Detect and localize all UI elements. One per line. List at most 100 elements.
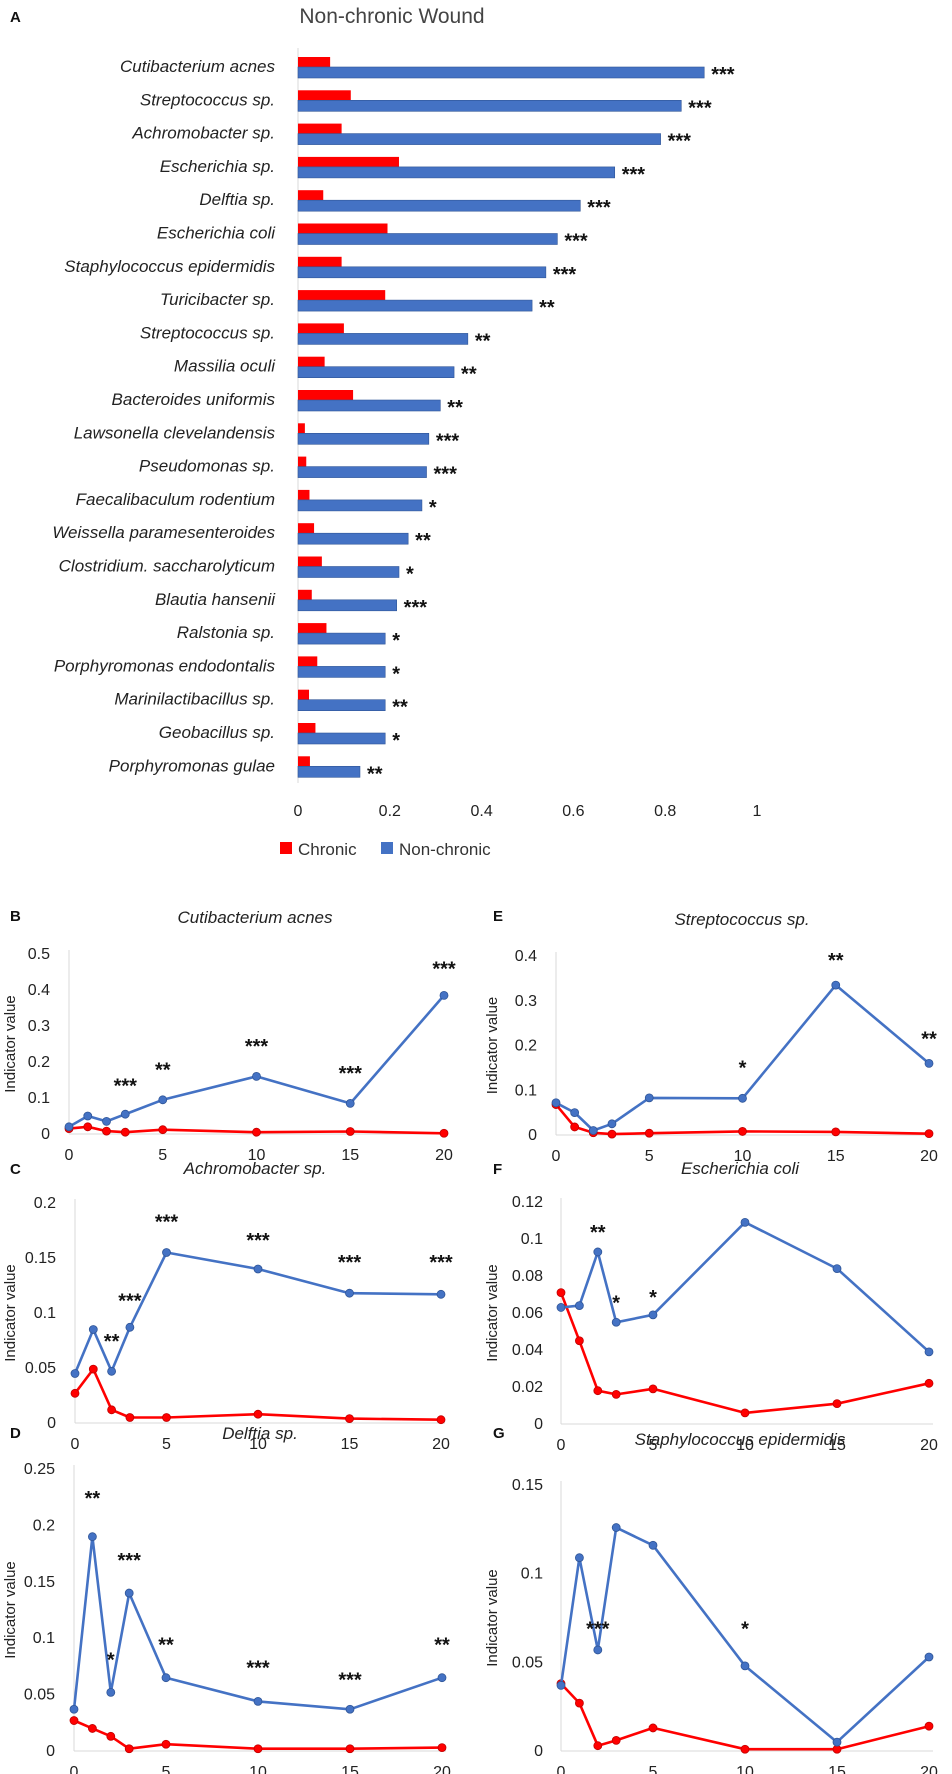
series-line-chronic — [560, 1682, 930, 1751]
y-tick-label: 0.05 — [512, 1654, 543, 1671]
category-label: Staphylococcus epidermidis — [64, 257, 275, 276]
panel-title: Delftia sp. — [222, 1424, 298, 1443]
data-point-chronic — [924, 1721, 934, 1731]
category-label: Pseudomonas sp. — [139, 457, 275, 476]
significance-label: *** — [338, 1670, 362, 1692]
x-tick-label: 20 — [920, 1764, 938, 1774]
data-point-non-chronic — [924, 1059, 934, 1068]
data-point-non-chronic — [570, 1108, 580, 1118]
y-axis-label: Indicator value — [2, 995, 19, 1093]
data-point-chronic — [69, 1716, 79, 1725]
data-point-chronic — [611, 1735, 621, 1745]
y-axis-label: Indicator value — [484, 997, 501, 1095]
category-label: Turicibacter sp. — [160, 290, 275, 309]
data-point-non-chronic — [593, 1247, 603, 1257]
category-label: Porphyromonas gulae — [109, 756, 275, 775]
category-label: Delftia sp. — [199, 190, 275, 209]
data-point-chronic — [924, 1378, 934, 1388]
data-point-non-chronic — [648, 1310, 658, 1320]
category-label: Faecalibaculum rodentium — [76, 490, 275, 509]
x-tick-label: 5 — [649, 1437, 658, 1454]
bar-chronic — [298, 256, 342, 267]
x-tick-label: 0.2 — [379, 803, 401, 820]
data-point-non-chronic — [551, 1098, 561, 1108]
significance-label: ** — [434, 1635, 450, 1657]
x-tick-label: 15 — [828, 1437, 846, 1454]
panel-letter-a: A — [10, 9, 21, 26]
significance-label: ** — [392, 697, 408, 719]
data-point-non-chronic — [161, 1673, 171, 1683]
data-point-chronic — [88, 1364, 98, 1374]
panel-letter: D — [10, 1425, 21, 1442]
x-tick-label: 5 — [162, 1764, 171, 1774]
significance-label: ** — [539, 297, 555, 319]
bar-non-chronic — [297, 133, 661, 145]
data-point-chronic — [738, 1127, 747, 1136]
bar-chronic — [298, 656, 318, 667]
x-tick-label: 20 — [920, 1148, 938, 1165]
significance-label: *** — [436, 430, 460, 452]
category-label: Achromobacter sp. — [131, 124, 275, 143]
y-axis-label: Indicator value — [484, 1569, 501, 1667]
y-tick-label: 0 — [534, 1743, 543, 1760]
bar-non-chronic — [297, 599, 397, 612]
data-point-chronic — [575, 1336, 584, 1346]
panel-letter: C — [10, 1161, 21, 1178]
data-point-chronic — [593, 1386, 603, 1396]
data-point-non-chronic — [253, 1264, 263, 1274]
significance-label: *** — [338, 1252, 362, 1274]
data-point-non-chronic — [158, 1095, 168, 1105]
data-point-non-chronic — [345, 1704, 355, 1714]
significance-label: ** — [155, 1059, 171, 1081]
data-point-non-chronic — [611, 1317, 621, 1327]
significance-label: *** — [587, 197, 611, 219]
data-point-non-chronic — [575, 1301, 584, 1310]
data-point-chronic — [253, 1744, 263, 1754]
y-tick-label: 0.1 — [521, 1231, 543, 1248]
data-point-non-chronic — [924, 1652, 934, 1662]
significance-label: * — [429, 497, 437, 519]
x-tick-label: 15 — [341, 1147, 359, 1164]
data-point-chronic — [740, 1408, 750, 1418]
category-label: Massilia oculi — [174, 357, 276, 376]
y-tick-label: 0.2 — [34, 1195, 56, 1212]
significance-label: *** — [155, 1211, 179, 1233]
data-point-chronic — [161, 1739, 171, 1749]
y-tick-label: 0.1 — [34, 1305, 56, 1322]
y-axis-label: Indicator value — [484, 1264, 501, 1362]
data-point-chronic — [120, 1127, 130, 1137]
significance-label: *** — [668, 131, 692, 153]
bar-non-chronic — [297, 66, 705, 79]
panel-letter: B — [10, 908, 21, 925]
data-point-non-chronic — [575, 1553, 584, 1563]
y-tick-label: 0.3 — [515, 993, 537, 1010]
significance-label: *** — [246, 1230, 270, 1252]
bar-chronic — [298, 489, 310, 500]
bar-non-chronic — [297, 699, 386, 712]
x-tick-label: 5 — [162, 1436, 171, 1453]
significance-label: * — [392, 730, 400, 752]
x-tick-label: 0.4 — [470, 803, 492, 820]
bar-chronic — [298, 556, 322, 567]
panel-b-line-chart: B Cutibacterium acnes Indicator value 0 0.1 0… — [2, 908, 456, 1164]
bar-non-chronic — [297, 266, 547, 279]
bar-non-chronic — [297, 499, 423, 512]
data-point-non-chronic — [64, 1122, 74, 1132]
data-point-chronic — [607, 1129, 617, 1139]
data-point-non-chronic — [831, 980, 841, 990]
data-point-non-chronic — [738, 1093, 747, 1103]
y-tick-label: 0.5 — [28, 946, 50, 963]
significance-label: ** — [921, 1029, 937, 1051]
series-line-non-chronic — [68, 994, 445, 1128]
significance-label: *** — [688, 97, 712, 119]
data-point-chronic — [570, 1122, 580, 1132]
bar-non-chronic — [297, 233, 558, 245]
significance-label: * — [649, 1287, 657, 1309]
significance-label: *** — [622, 164, 646, 186]
bar-non-chronic — [297, 632, 386, 645]
significance-label: ** — [461, 364, 477, 386]
series-line-chronic — [73, 1367, 442, 1421]
panel-letter: G — [493, 1425, 505, 1442]
y-tick-label: 0 — [41, 1126, 50, 1143]
